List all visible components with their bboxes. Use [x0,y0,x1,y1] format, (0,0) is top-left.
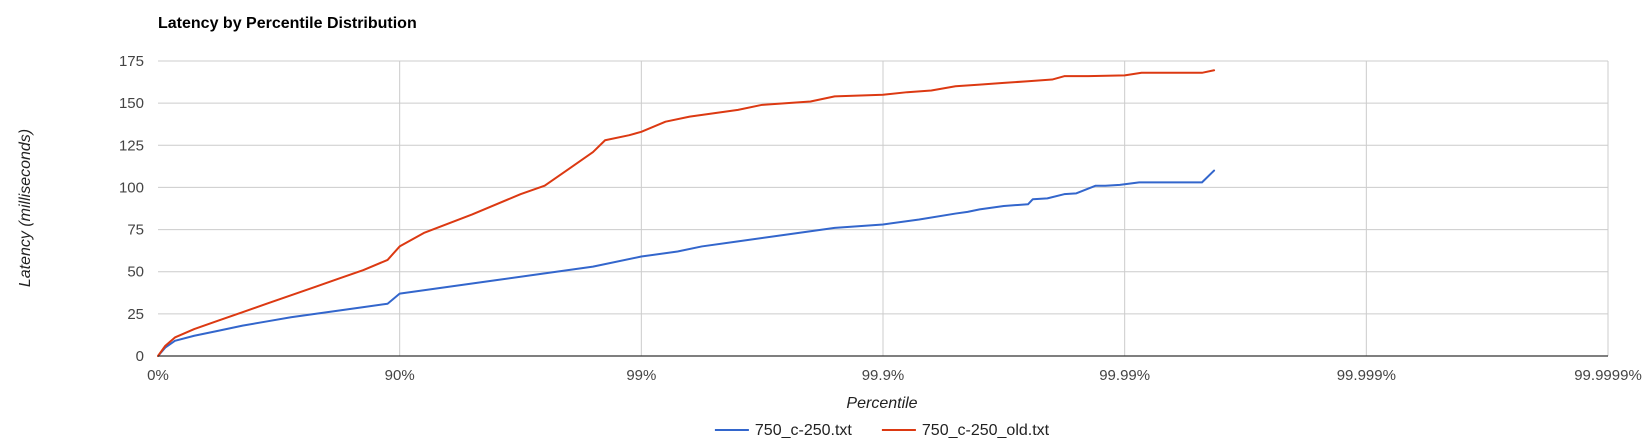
legend-label: 750_c-250.txt [755,422,853,439]
y-tick-label: 0 [136,348,144,365]
y-tick-label: 100 [119,179,144,196]
x-tick-label: 99.9% [862,367,905,384]
x-tick-label: 99% [626,367,656,384]
x-axis-title: Percentile [846,395,917,412]
y-tick-label: 175 [119,53,144,70]
series-line-1 [157,169,1216,357]
chart-title: Latency by Percentile Distribution [158,15,417,32]
gridlines [158,60,1609,356]
x-tick-label: 90% [385,367,415,384]
y-tick-labels: 0 25 50 75 100 125 150 175 [119,53,144,365]
legend-label: 750_c-250_old.txt [922,422,1050,439]
series-line-2 [157,69,1216,357]
y-tick-label: 75 [127,222,144,239]
y-tick-label: 25 [127,306,144,323]
y-tick-label: 50 [127,264,144,281]
legend: 750_c-250.txt 750_c-250_old.txt [714,422,1050,439]
legend-item-1: 750_c-250.txt [714,422,853,439]
y-tick-label: 125 [119,137,144,154]
x-tick-label: 99.99% [1099,367,1150,384]
series-layer [157,69,1216,357]
y-tick-label: 150 [119,95,144,112]
y-axis-title: Latency (milliseconds) [17,129,34,287]
legend-item-2: 750_c-250_old.txt [881,422,1050,439]
x-tick-label: 0% [147,367,169,384]
x-tick-labels: 0% 90% 99% 99.9% 99.99% 99.999% 99.9999% [147,367,1642,384]
x-tick-label: 99.999% [1337,367,1396,384]
x-tick-label: 99.9999% [1574,367,1642,384]
